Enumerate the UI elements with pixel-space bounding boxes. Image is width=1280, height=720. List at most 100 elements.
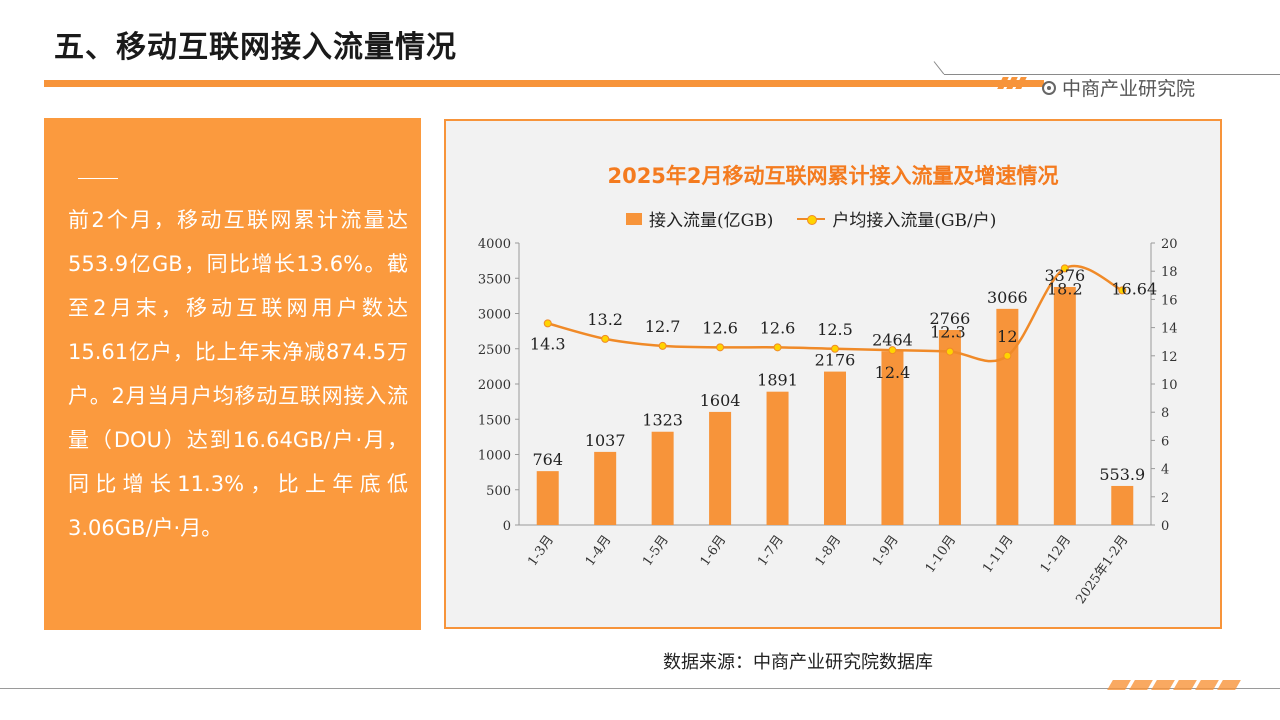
bar — [709, 411, 732, 525]
bar-data-label: 1323 — [642, 411, 683, 430]
line-point — [831, 344, 839, 353]
y-left-tick-label: 1500 — [478, 413, 511, 428]
x-tick-label: 1-5月 — [640, 533, 672, 569]
x-tick-label: 1-7月 — [755, 533, 787, 569]
y-left-tick-label: 3500 — [478, 272, 511, 287]
y-right-tick-label: 14 — [1161, 322, 1178, 337]
y-right-tick-label: 10 — [1161, 378, 1178, 393]
bar-data-label: 2464 — [872, 330, 913, 349]
line-data-label: 12.6 — [760, 318, 796, 337]
data-source: 数据来源：中商产业研究院数据库 — [663, 652, 933, 673]
bar — [1053, 286, 1076, 525]
line-point — [716, 343, 725, 352]
x-tick-label: 1-10月 — [923, 533, 960, 576]
line-data-label: 12.6 — [702, 318, 738, 337]
line-point — [601, 334, 610, 343]
line-data-label: 12 — [997, 327, 1017, 346]
line-data-label: 12.4 — [875, 363, 911, 382]
bar — [996, 308, 1019, 525]
bar-data-label: 1891 — [757, 371, 798, 390]
brand-logo-icon — [1042, 80, 1056, 95]
y-left-tick-label: 2500 — [478, 343, 511, 358]
y-right-tick-label: 6 — [1161, 434, 1169, 449]
y-right-tick-label: 12 — [1161, 350, 1178, 365]
line-data-label: 12.5 — [817, 320, 853, 339]
bar-data-label: 553.9 — [1099, 465, 1145, 484]
bar-data-label: 2766 — [930, 309, 971, 328]
legend-item-bar: 接入流量(亿GB) — [626, 206, 773, 231]
bar — [594, 451, 617, 525]
legend-bar-label: 接入流量(亿GB) — [649, 211, 774, 231]
bar — [651, 431, 674, 525]
y-left-tick-label: 0 — [503, 519, 511, 534]
y-right-tick-label: 0 — [1161, 519, 1169, 534]
y-left-tick-label: 1000 — [478, 449, 511, 464]
line-point — [945, 347, 954, 356]
bar-data-label: 1037 — [585, 431, 626, 450]
line-data-label: 18.2 — [1047, 279, 1083, 298]
x-tick-label: 1-12月 — [1038, 533, 1075, 576]
page-title: 五、移动互联网接入流量情况 — [54, 30, 457, 65]
line-point — [1118, 286, 1127, 295]
line-point — [658, 341, 667, 350]
legend-line-swatch — [797, 213, 826, 225]
title-divider-thin — [944, 74, 1280, 75]
chart-frame: 2025年2月移动互联网累计接入流量及增速情况 接入流量(亿GB) 户均接入流量… — [444, 119, 1222, 629]
footer-stripes-decoration — [1107, 680, 1241, 690]
bar-data-label: 3376 — [1044, 266, 1085, 285]
y-right-tick-label: 8 — [1161, 406, 1169, 421]
x-tick-label: 1-11月 — [980, 533, 1017, 576]
chart-plot: 0 500 1000 1500 2000 2500 3000 3500 4000 0 2 4 6 8 10 1… — [478, 237, 1178, 607]
bar — [824, 371, 846, 525]
line-data-label: 14.3 — [530, 334, 566, 353]
summary-panel — [44, 118, 421, 630]
x-tick-label: 1-4月 — [583, 533, 615, 569]
line-point — [543, 319, 552, 328]
legend-item-line: 户均接入流量(GB/户) — [797, 206, 996, 231]
line-point — [1003, 351, 1012, 360]
y-right-tick-label: 2 — [1161, 491, 1169, 506]
legend-line-label: 户均接入流量(GB/户) — [832, 211, 997, 231]
y-left-tick-label: 4000 — [478, 237, 511, 252]
line-data-label: 12.3 — [930, 323, 966, 342]
line-point — [888, 346, 897, 355]
bar — [1111, 485, 1134, 525]
bar-data-label: 2176 — [815, 351, 856, 370]
chart-title: 2025年2月移动互联网累计接入流量及增速情况 — [607, 164, 1059, 188]
line-series — [547, 264, 1123, 363]
title-divider-diagonal — [933, 61, 945, 75]
legend-bar-swatch — [626, 212, 642, 225]
line-data-label: 16.64 — [1111, 279, 1157, 298]
y-left-tick-label: 3000 — [478, 308, 511, 323]
bar — [938, 329, 961, 525]
title-divider-bar — [44, 80, 1044, 87]
bar-data-label: 764 — [532, 450, 563, 469]
x-tick-label: 2025年1-2月 — [1073, 533, 1131, 607]
y-left-tick-label: 2000 — [478, 378, 511, 393]
bar-data-label: 3066 — [987, 288, 1028, 307]
bar — [536, 471, 559, 525]
panel-divider — [78, 178, 118, 179]
title-stripes-decoration — [997, 77, 1030, 89]
line-point — [1060, 264, 1069, 273]
brand: 中商产业研究院 — [1042, 74, 1195, 101]
bar — [881, 351, 904, 525]
summary-text: 前2个月，移动互联网累计流量达553.9亿GB，同比增长13.6%。截至2月末，… — [68, 208, 408, 540]
y-right-tick-label: 4 — [1161, 463, 1169, 478]
y-right-tick-label: 16 — [1161, 293, 1178, 308]
x-tick-label: 1-8月 — [813, 533, 845, 569]
chart-legend: 接入流量(亿GB) 户均接入流量(GB/户) — [626, 206, 996, 231]
y-right-tick-label: 18 — [1161, 265, 1178, 280]
line-data-label: 12.7 — [645, 317, 681, 336]
x-tick-label: 1-3月 — [525, 533, 557, 569]
footer-line — [0, 688, 1280, 689]
line-point — [773, 343, 782, 352]
brand-name: 中商产业研究院 — [1062, 78, 1196, 100]
line-data-label: 13.2 — [587, 310, 623, 329]
y-left-tick-label: 500 — [486, 484, 511, 499]
bar — [766, 391, 789, 525]
x-tick-label: 1-6月 — [698, 533, 730, 569]
x-tick-label: 1-9月 — [870, 533, 902, 569]
bar-data-label: 1604 — [700, 391, 741, 410]
y-right-tick-label: 20 — [1161, 237, 1178, 252]
